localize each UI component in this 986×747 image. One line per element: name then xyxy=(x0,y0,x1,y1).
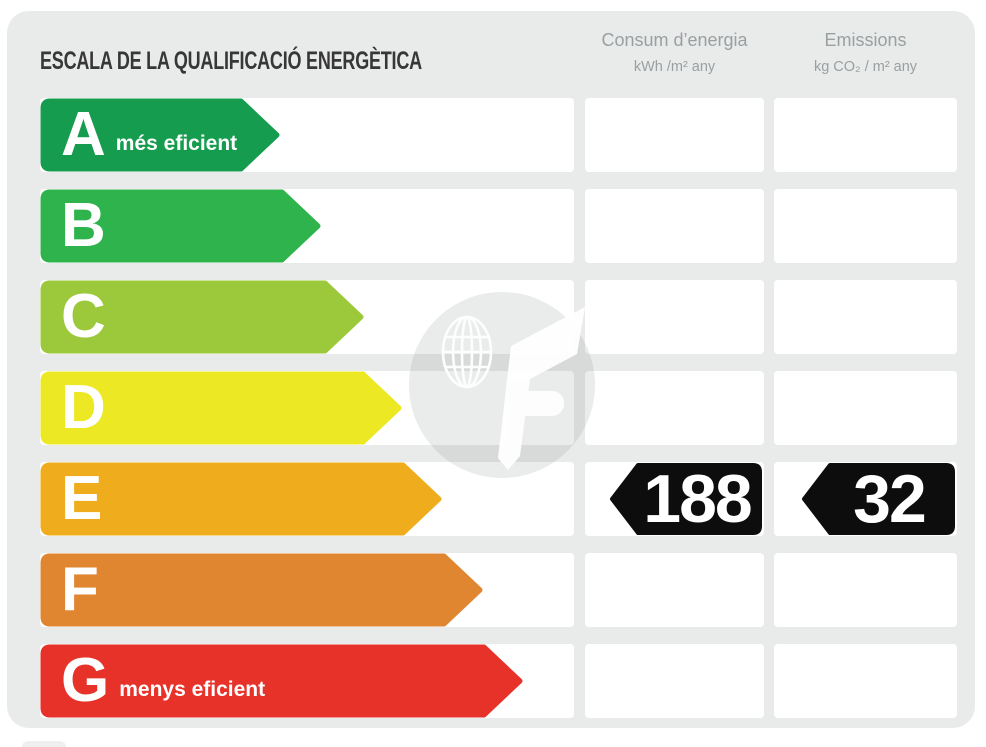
emissions-cell xyxy=(774,98,957,172)
grade-letter: B xyxy=(61,191,106,260)
grade-letter: A xyxy=(61,100,106,169)
grade-letter: D xyxy=(61,373,106,442)
next-card-peek xyxy=(22,741,66,747)
left-arrow-icon xyxy=(610,463,762,535)
f-logo-icon xyxy=(498,307,585,470)
consum-cell xyxy=(585,644,764,718)
consum-header-unit: kWh /m² any xyxy=(633,59,716,75)
rating-arrow-g xyxy=(40,644,523,718)
consum-cell xyxy=(585,553,764,627)
emissions-cell xyxy=(774,553,957,627)
grade-letter: E xyxy=(61,464,103,533)
grade-letter: F xyxy=(61,555,99,624)
consum-cell xyxy=(585,189,764,263)
emissions-cell xyxy=(774,189,957,263)
left-arrow-icon xyxy=(802,463,955,535)
rating-arrow-label: D xyxy=(61,371,106,445)
rating-arrow-label: E xyxy=(61,462,102,536)
consum-tag xyxy=(610,463,762,535)
consum-header-title: Consum d’energia xyxy=(601,30,748,50)
grade-letter: C xyxy=(61,282,106,351)
emissions-header-title: Emissions xyxy=(824,30,907,50)
column-header-consum: Consum d’energia kWh /m² any xyxy=(585,29,764,76)
rating-row-d: D xyxy=(7,371,986,445)
rating-arrow-d xyxy=(40,371,402,445)
rating-arrow-label: F xyxy=(61,553,99,627)
rating-row-b: B xyxy=(7,189,986,263)
page-title: ESCALA DE LA QUALIFICACIÓ ENERGÈTICA xyxy=(40,47,422,75)
rating-row-c: C xyxy=(7,280,986,354)
energy-scale-card: ESCALA DE LA QUALIFICACIÓ ENERGÈTICA Con… xyxy=(7,11,975,728)
watermark-logo xyxy=(409,292,595,478)
emissions-tag xyxy=(802,463,955,535)
rating-row-f: F xyxy=(7,553,986,627)
grade-note: més eficient xyxy=(115,132,238,155)
globe-icon xyxy=(441,315,493,389)
rating-arrow-a xyxy=(40,98,280,172)
grade-note: menys eficient xyxy=(119,678,266,701)
consum-cell xyxy=(585,98,764,172)
emissions-value: 32 xyxy=(853,461,927,537)
rating-arrow-e xyxy=(40,462,442,536)
emissions-cell xyxy=(774,280,957,354)
rating-arrow-b xyxy=(40,189,321,263)
emissions-cell xyxy=(774,644,957,718)
grade-letter: G xyxy=(61,646,110,715)
rating-arrow-label: B xyxy=(61,189,106,263)
consum-value: 188 xyxy=(643,461,752,537)
rating-arrow-c xyxy=(40,280,364,354)
consum-cell xyxy=(585,280,764,354)
column-header-emissions: Emissions kg CO₂ / m² any xyxy=(774,29,957,76)
rating-arrow-label: C xyxy=(61,280,106,354)
emissions-header-unit: kg CO₂ / m² any xyxy=(813,59,918,75)
emissions-cell xyxy=(774,371,957,445)
consum-cell xyxy=(585,371,764,445)
rating-arrow-f xyxy=(40,553,483,627)
